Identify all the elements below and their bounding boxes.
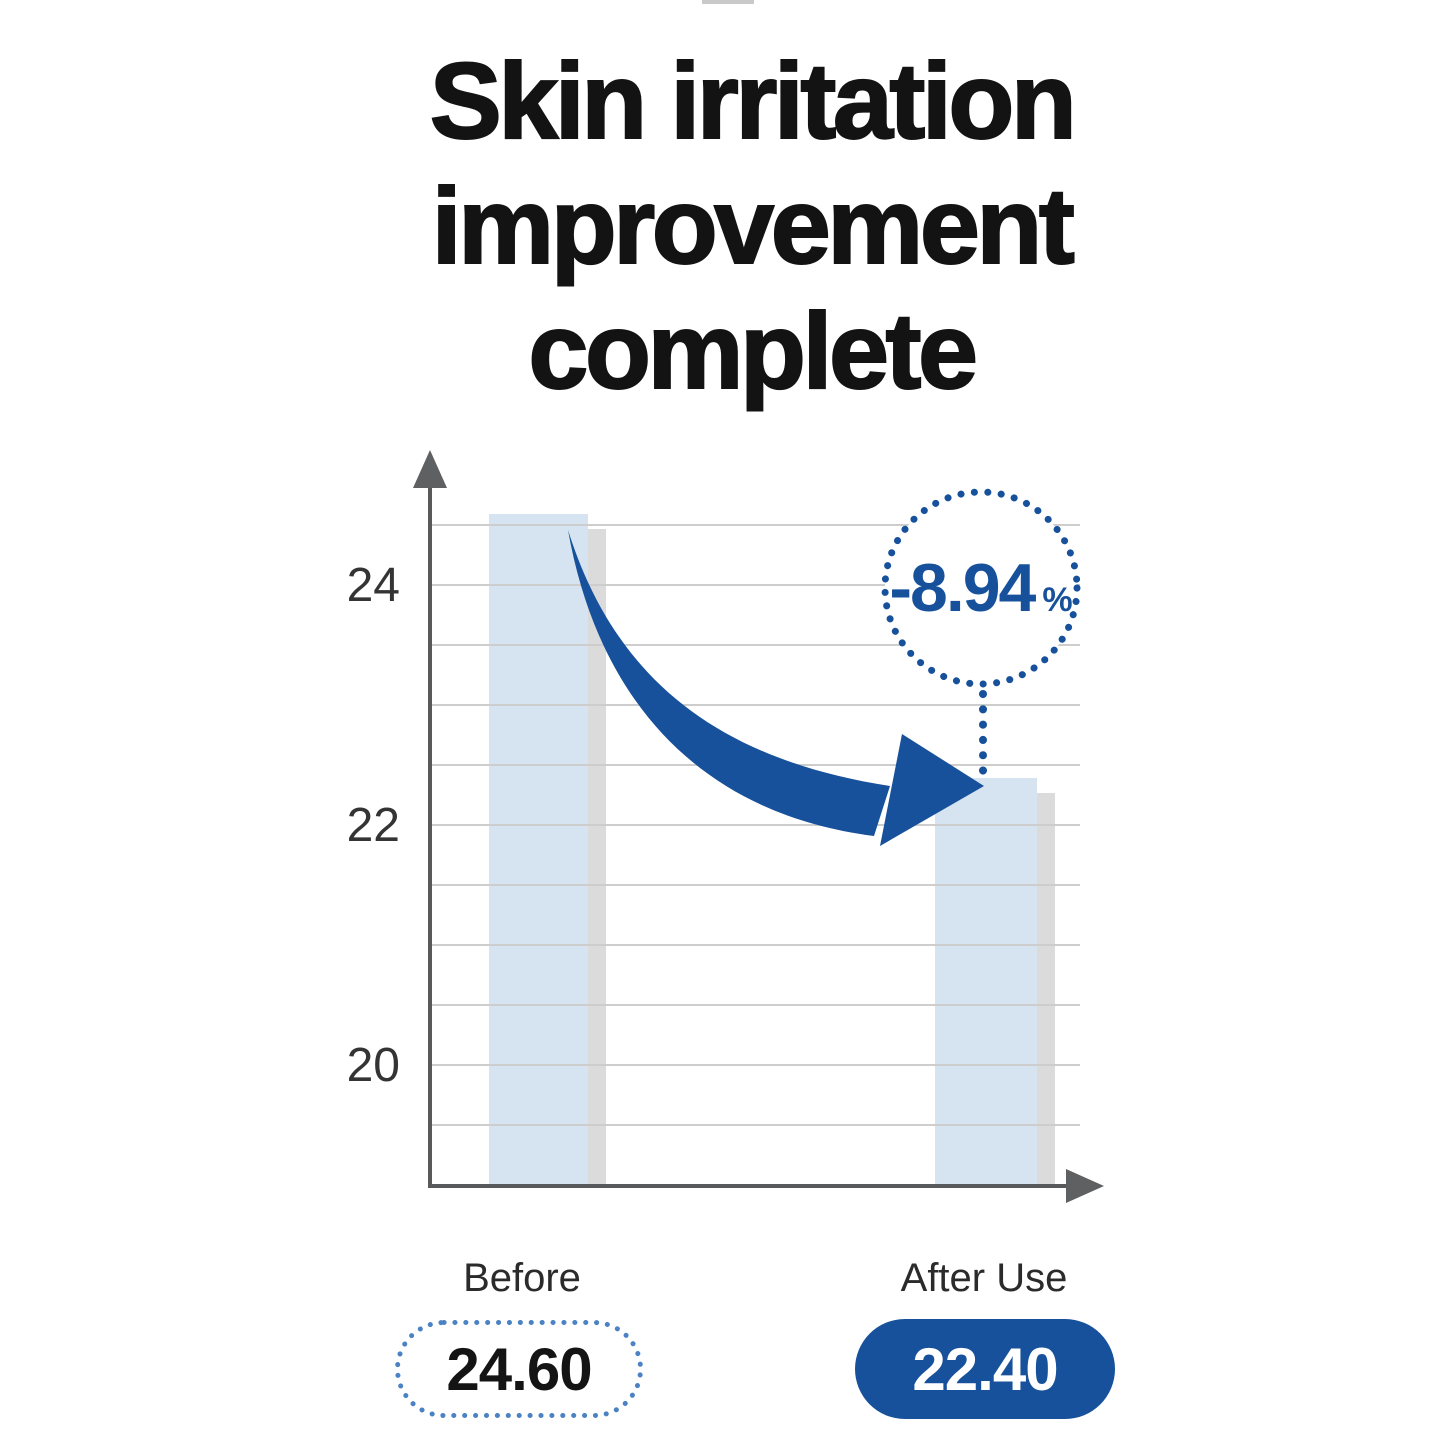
percent-sign: % (1042, 581, 1073, 619)
gridline (430, 944, 1080, 946)
after-value: 22.40 (912, 1335, 1058, 1403)
category-label-after: After Use (900, 1256, 1068, 1300)
before-value: 24.60 (446, 1335, 592, 1403)
percent-change-badge: -8.94 % (871, 546, 1091, 630)
y-tick-label-24: 24 (346, 559, 400, 612)
percent-change-value: -8.94 (889, 550, 1036, 626)
page-title: Skin irritation improvement complete (0, 38, 1445, 413)
before-value-pill: 24.60 (394, 1319, 644, 1419)
title-line-3: complete (527, 289, 979, 412)
gridline (430, 1064, 1080, 1066)
x-axis-line (428, 1184, 1080, 1188)
bar-after-fill (935, 778, 1037, 1186)
pill-dotted-border (395, 1320, 643, 1418)
category-label-before: Before (463, 1256, 581, 1300)
gridline (430, 704, 1080, 706)
y-axis-line (428, 468, 432, 1188)
gridline (430, 524, 1080, 526)
y-tick-label-22: 22 (346, 799, 400, 852)
y-axis-arrowhead-icon (413, 450, 447, 488)
bar-after (935, 778, 1055, 1186)
gridline (430, 1004, 1080, 1006)
gridline (430, 1124, 1080, 1126)
gridline (430, 824, 1080, 826)
title-line-1: Skin irritation (429, 39, 1078, 162)
after-value-pill: 22.40 (855, 1319, 1115, 1419)
title-line-2: improvement (431, 164, 1076, 287)
top-dash-decoration (702, 0, 754, 4)
x-axis-arrowhead-icon (1066, 1169, 1104, 1203)
y-tick-label-20: 20 (346, 1039, 400, 1092)
gridline (430, 764, 1080, 766)
gridline (430, 644, 1080, 646)
gridline (430, 884, 1080, 886)
